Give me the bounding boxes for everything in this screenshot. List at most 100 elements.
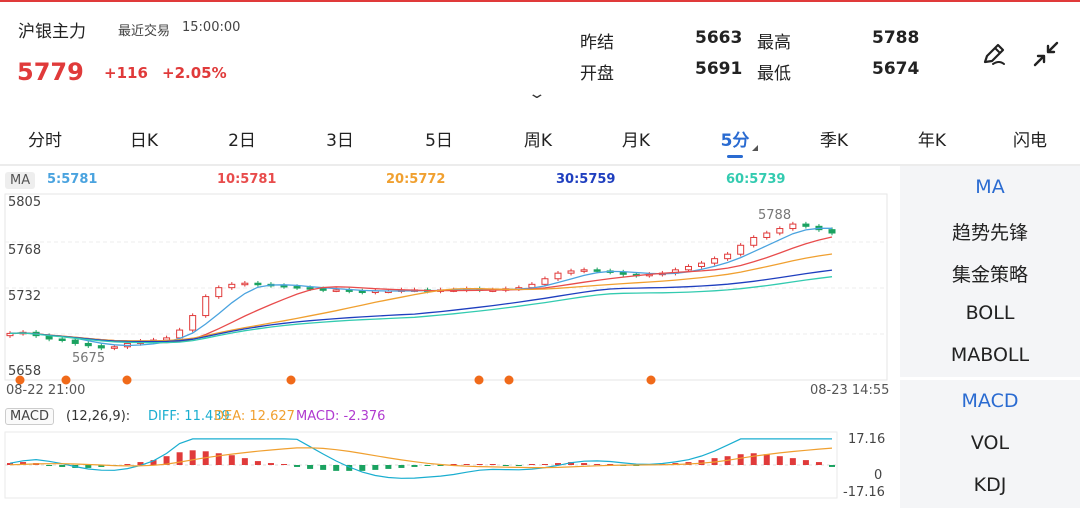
indicator-boll[interactable]: BOLL bbox=[965, 302, 1015, 324]
collapse-arrows-icon[interactable] bbox=[1030, 38, 1062, 70]
macd-bar bbox=[372, 465, 379, 470]
macd-bar bbox=[515, 465, 522, 466]
indicator-vol[interactable]: VOL bbox=[970, 432, 1010, 454]
indicator-macd[interactable]: MACD bbox=[961, 390, 1019, 412]
ma20-line bbox=[9, 253, 833, 342]
macd-axis-bottom: -17.16 bbox=[843, 485, 885, 500]
candle-body bbox=[241, 282, 249, 286]
event-marker[interactable] bbox=[61, 375, 71, 385]
macd-bar bbox=[320, 465, 327, 470]
event-marker[interactable] bbox=[646, 375, 656, 385]
last-trade-time: 15:00:00 bbox=[182, 20, 241, 35]
symbol-name[interactable]: 沪银主力 bbox=[18, 22, 86, 42]
high-value: 5788 bbox=[872, 28, 920, 48]
macd-bar bbox=[176, 452, 183, 465]
tab-2-day[interactable]: 2日 bbox=[228, 131, 256, 151]
macd-bar bbox=[228, 455, 235, 465]
macd-bar bbox=[398, 465, 405, 468]
candle-body bbox=[593, 269, 601, 272]
indicator-ma[interactable]: MA bbox=[975, 176, 1005, 198]
tab-daily-k[interactable]: 日K bbox=[129, 131, 159, 151]
candle-body bbox=[319, 288, 327, 291]
macd-bar bbox=[698, 460, 705, 465]
ma30-value: 30:5759 bbox=[556, 172, 616, 187]
chart-frame bbox=[4, 193, 888, 381]
ma-indicator-tag[interactable]: MA bbox=[5, 172, 36, 189]
indicator-maboll[interactable]: MABOLL bbox=[950, 344, 1030, 366]
macd-bar bbox=[541, 464, 548, 465]
macd-bar bbox=[98, 465, 105, 467]
tab-3-day[interactable]: 3日 bbox=[326, 131, 354, 151]
tab-yearly-k[interactable]: 年K bbox=[917, 131, 947, 151]
event-marker[interactable] bbox=[122, 375, 132, 385]
macd-bar bbox=[815, 462, 822, 465]
event-marker[interactable] bbox=[474, 375, 484, 385]
candle-body bbox=[737, 244, 745, 255]
time-axis-start: 08-22 21:00 bbox=[6, 383, 86, 398]
candle-body bbox=[306, 287, 314, 290]
time-axis-end: 08-23 14:55 bbox=[810, 383, 890, 398]
macd-bar bbox=[359, 465, 366, 471]
indicator-gold-strategy[interactable]: 集金策略 bbox=[951, 264, 1028, 286]
macd-axis-zero: 0 bbox=[874, 468, 883, 483]
candle-body bbox=[580, 269, 588, 272]
macd-bar bbox=[189, 450, 196, 465]
macd-bar bbox=[137, 462, 144, 465]
macd-bar bbox=[607, 464, 614, 465]
candle-body bbox=[84, 342, 92, 347]
indicator-kdj[interactable]: KDJ bbox=[973, 474, 1007, 496]
macd-axis-top: 17.16 bbox=[848, 432, 886, 447]
price-change: +116 bbox=[104, 64, 148, 82]
macd-value: MACD: -2.376 bbox=[296, 409, 386, 424]
tab-monthly-k[interactable]: 月K bbox=[621, 131, 651, 151]
event-marker[interactable] bbox=[15, 375, 25, 385]
candle-body bbox=[189, 315, 197, 331]
macd-indicator-tag[interactable]: MACD bbox=[5, 408, 54, 425]
candle-body bbox=[202, 296, 210, 317]
macd-bar bbox=[763, 454, 770, 465]
macd-bar bbox=[594, 464, 601, 465]
candle-body bbox=[828, 229, 836, 234]
candle-body bbox=[541, 278, 549, 285]
price-axis-mid1: 5768 bbox=[8, 243, 42, 258]
event-marker[interactable] bbox=[504, 375, 514, 385]
macd-chart[interactable] bbox=[0, 428, 895, 508]
ma20-value: 20:5772 bbox=[386, 172, 446, 187]
tab-5-min[interactable]: 5分 bbox=[720, 131, 750, 151]
active-tab-indicator bbox=[727, 155, 743, 158]
indicator-panel bbox=[900, 166, 1080, 508]
macd-bar bbox=[85, 465, 92, 468]
macd-params: (12,26,9): bbox=[66, 409, 131, 424]
macd-bar bbox=[450, 464, 457, 465]
ma30-line bbox=[9, 269, 833, 343]
macd-bar bbox=[307, 465, 314, 469]
candle-body bbox=[293, 286, 301, 289]
tab-quarterly-k[interactable]: 季K bbox=[819, 131, 849, 151]
event-marker[interactable] bbox=[286, 375, 296, 385]
tab-5-day[interactable]: 5日 bbox=[425, 131, 453, 151]
ma5-value: 5:5781 bbox=[47, 172, 98, 187]
tab-timeshare[interactable]: 分时 bbox=[28, 131, 62, 151]
tab-flash[interactable]: 闪电 bbox=[1013, 131, 1047, 151]
open-value: 5691 bbox=[695, 59, 743, 79]
macd-bar bbox=[46, 465, 53, 466]
candle-body bbox=[358, 290, 366, 294]
macd-bar bbox=[346, 465, 353, 471]
low-value: 5674 bbox=[872, 59, 920, 79]
candle-body bbox=[176, 329, 184, 339]
macd-bar bbox=[333, 465, 340, 471]
tab-weekly-k[interactable]: 周K bbox=[523, 131, 553, 151]
chevron-down-icon[interactable]: ⌄ bbox=[527, 86, 547, 102]
macd-diff-line bbox=[9, 438, 832, 479]
indicator-trend-pioneer[interactable]: 趋势先锋 bbox=[951, 222, 1028, 244]
tab-dropdown-triangle-icon[interactable] bbox=[752, 145, 758, 151]
kline-chart[interactable] bbox=[0, 190, 895, 405]
macd-bar bbox=[528, 464, 535, 465]
macd-bar bbox=[555, 463, 561, 465]
macd-lines bbox=[9, 438, 833, 479]
last-trade-label: 最近交易 bbox=[118, 24, 171, 39]
pen-icon[interactable] bbox=[978, 38, 1010, 70]
macd-diff-value: DIFF: 11.439 bbox=[148, 409, 230, 424]
candle-body bbox=[280, 284, 288, 288]
ma-lines-group bbox=[9, 227, 833, 347]
